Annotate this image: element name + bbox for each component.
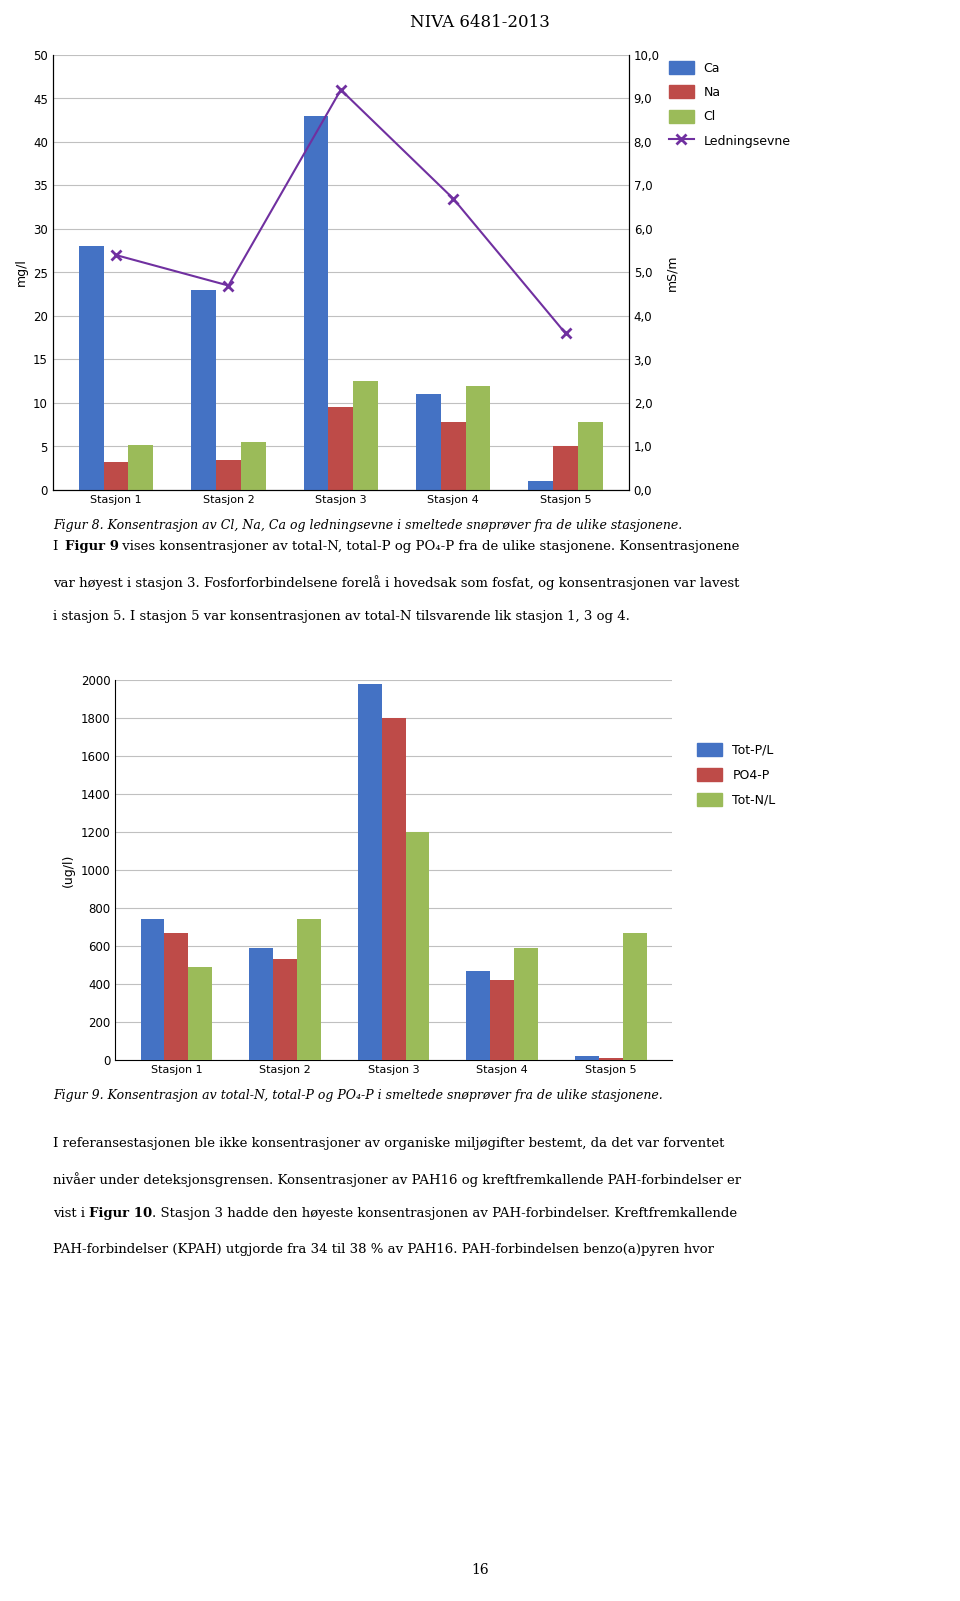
Bar	[328, 407, 353, 490]
Text: nivåer under deteksjonsgrensen. Konsentrasjoner av PAH16 og kreftfremkallende PA: nivåer under deteksjonsgrensen. Konsentr…	[53, 1172, 741, 1186]
Text: PAH-forbindelser (KPAH) utgjorde fra 34 til 38 % av PAH16. PAH-forbindelsen benz: PAH-forbindelser (KPAH) utgjorde fra 34 …	[53, 1242, 714, 1255]
Bar	[515, 948, 538, 1060]
Bar	[140, 919, 164, 1060]
Text: I referansestasjonen ble ikke konsentrasjoner av organiske miljøgifter bestemt, : I referansestasjonen ble ikke konsentras…	[53, 1137, 724, 1150]
Text: 16: 16	[471, 1563, 489, 1577]
Bar	[575, 1057, 599, 1060]
Bar	[188, 967, 212, 1060]
Bar	[250, 948, 273, 1060]
Text: var høyest i stasjon 3. Fosforforbindelsene forelå i hovedsak som fosfat, og kon: var høyest i stasjon 3. Fosforforbindels…	[53, 575, 739, 591]
Text: i stasjon 5. I stasjon 5 var konsentrasjonen av total-N tilsvarende lik stasjon : i stasjon 5. I stasjon 5 var konsentrasj…	[53, 610, 630, 623]
Bar	[491, 980, 515, 1060]
Bar	[353, 381, 378, 490]
Text: NIVA 6481-2013: NIVA 6481-2013	[410, 13, 550, 30]
Text: Figur 8. Konsentrasjon av Cl, Na, Ca og ledningsevne i smeltede snøprøver fra de: Figur 8. Konsentrasjon av Cl, Na, Ca og …	[53, 519, 682, 532]
Bar	[623, 933, 647, 1060]
Text: . Stasjon 3 hadde den høyeste konsentrasjonen av PAH-forbindelser. Kreftfremkall: . Stasjon 3 hadde den høyeste konsentras…	[152, 1207, 737, 1220]
Bar	[467, 970, 491, 1060]
Bar	[441, 423, 466, 490]
Bar	[129, 445, 154, 490]
Legend: Tot-P/L, PO4-P, Tot-N/L: Tot-P/L, PO4-P, Tot-N/L	[698, 743, 776, 807]
Y-axis label: mg/l: mg/l	[14, 259, 28, 287]
Bar	[241, 442, 266, 490]
Text: I: I	[53, 540, 62, 552]
Text: vises konsentrasjoner av total-N, total-P og PO₄-P fra de ulike stasjonene. Kons: vises konsentrasjoner av total-N, total-…	[118, 540, 739, 552]
Y-axis label: mS/m: mS/m	[665, 255, 678, 291]
Bar	[191, 290, 216, 490]
Y-axis label: (ug/l): (ug/l)	[62, 853, 75, 887]
Text: Figur 9. Konsentrasjon av total-N, total-P og PO₄-P i smeltede snøprøver fra de : Figur 9. Konsentrasjon av total-N, total…	[53, 1089, 662, 1101]
Text: Figur 10: Figur 10	[89, 1207, 153, 1220]
Bar	[358, 684, 382, 1060]
Bar	[303, 115, 328, 490]
Bar	[528, 482, 553, 490]
Bar	[297, 919, 321, 1060]
Legend: Ca, Na, Cl, Ledningsevne: Ca, Na, Cl, Ledningsevne	[669, 61, 791, 147]
Bar	[466, 386, 491, 490]
Bar	[79, 247, 104, 490]
Bar	[382, 717, 405, 1060]
Text: vist i: vist i	[53, 1207, 89, 1220]
Bar	[273, 959, 297, 1060]
Bar	[104, 463, 129, 490]
Bar	[578, 423, 603, 490]
Text: Figur 9: Figur 9	[65, 540, 119, 552]
Bar	[416, 394, 441, 490]
Bar	[599, 1058, 623, 1060]
Bar	[405, 833, 429, 1060]
Bar	[216, 461, 241, 490]
Bar	[164, 933, 188, 1060]
Bar	[553, 447, 578, 490]
